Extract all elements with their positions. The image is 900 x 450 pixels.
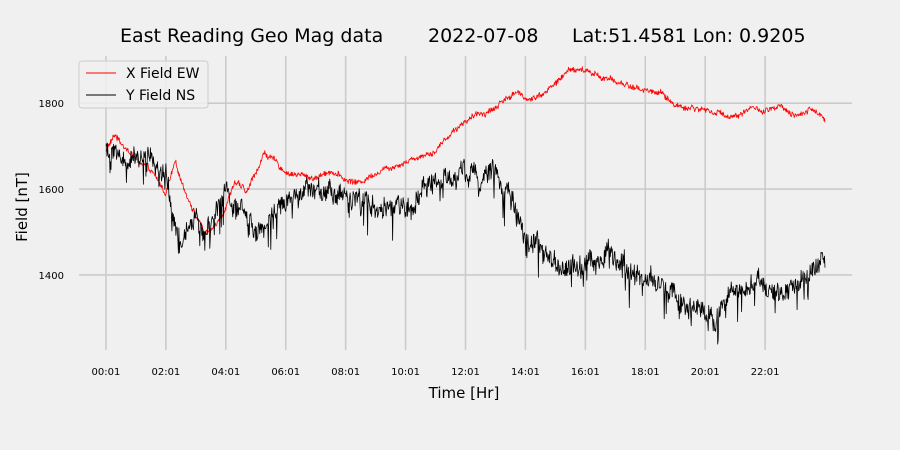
x-tick-label: 04:01 xyxy=(211,367,240,378)
x-tick-label: 12:01 xyxy=(451,367,480,378)
x-tick-label: 14:01 xyxy=(511,367,540,378)
x-tick-label: 22:01 xyxy=(751,367,780,378)
x-tick-label: 06:01 xyxy=(271,367,300,378)
x-axis-label: Time [Hr] xyxy=(428,384,500,402)
x-tick-label: 18:01 xyxy=(631,367,660,378)
x-tick-labels: 00:01 02:01 04:01 06:01 08:01 10:01 12:01 14:01… xyxy=(92,367,780,378)
chart-title: East Reading Geo Mag data 2022-07-08 Lat… xyxy=(120,25,806,47)
y-tick-labels: 1400 1600 1800 xyxy=(39,99,64,282)
x-tick-label: 00:01 xyxy=(92,367,121,378)
x-tick-label: 08:01 xyxy=(331,367,360,378)
title-location: Lat:51.4581 Lon: 0.9205 xyxy=(572,25,806,47)
y-tick-label: 1800 xyxy=(39,99,64,110)
title-date: 2022-07-08 xyxy=(428,25,538,47)
y-tick-label: 1600 xyxy=(39,185,64,196)
legend-label-y-field: Y Field NS xyxy=(125,88,195,104)
series-line-x-field-ew xyxy=(105,66,826,235)
grid-layer xyxy=(79,56,852,350)
x-tick-label: 10:01 xyxy=(391,367,420,378)
y-axis-label: Field [nT] xyxy=(13,172,31,242)
x-tick-label: 16:01 xyxy=(571,367,600,378)
x-tick-label: 20:01 xyxy=(691,367,720,378)
series-line-y-field-ns xyxy=(105,142,826,345)
title-station: East Reading Geo Mag data xyxy=(120,25,383,47)
series-layer xyxy=(105,66,826,345)
y-tick-label: 1400 xyxy=(39,271,64,282)
legend: X Field EW Y Field NS xyxy=(78,60,209,109)
legend-label-x-field: X Field EW xyxy=(126,66,200,82)
x-tick-label: 02:01 xyxy=(151,367,180,378)
